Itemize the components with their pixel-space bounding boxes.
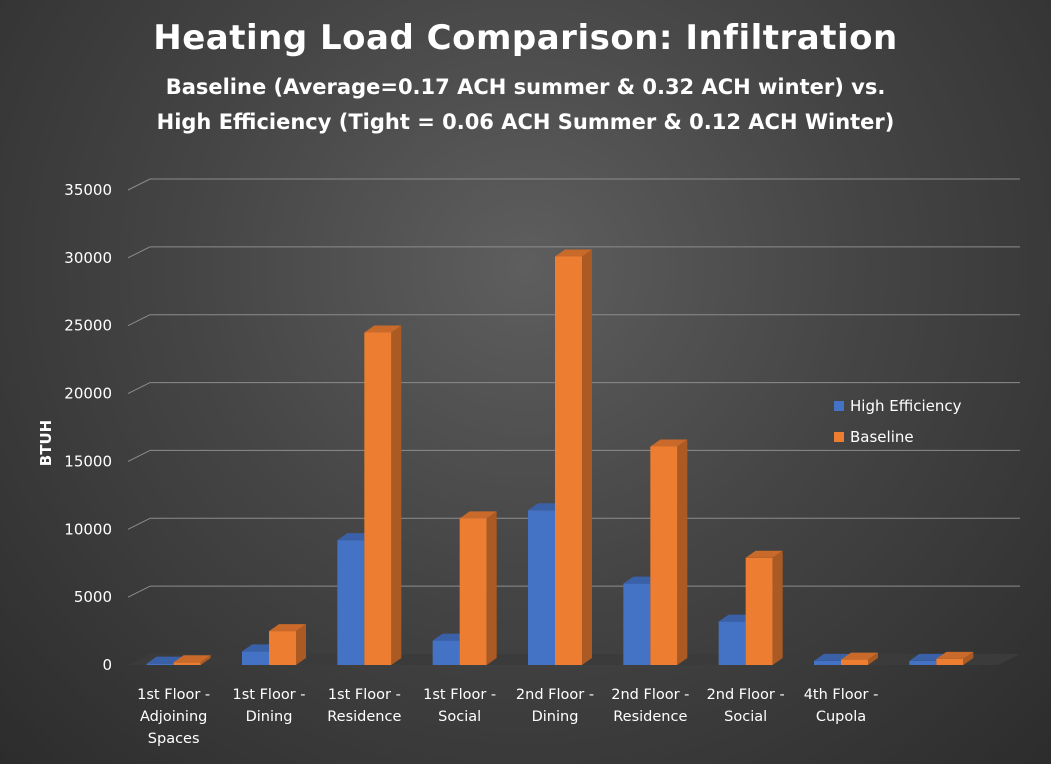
gridline-depth [127,585,151,598]
gridline-depth [127,246,151,259]
bar-top [745,550,783,558]
legend-label-baseline: Baseline [850,427,914,446]
bar-baseline [555,256,582,665]
bar-high-efficiency [814,660,841,665]
gridline-depth [127,178,151,191]
legend-item-high-efficiency: High Efficiency [834,390,962,421]
legend: High Efficiency Baseline [834,390,962,452]
bar-baseline [745,557,773,665]
bar-top [841,652,878,660]
bar-high-efficiency [528,510,555,665]
y-tick-label: 5000 [74,588,112,606]
bar-top [269,624,306,632]
x-tick-label: 4th Floor - Cupola [803,687,879,725]
bar-top [459,511,497,519]
chart-title: Heating Load Comparison: Infiltration [153,18,898,58]
bar-side [582,249,592,665]
gridline-depth [127,517,151,530]
gridline-depth [127,449,151,462]
x-tick-label: 2nd Floor - Residence [611,687,690,725]
bar-top [936,651,974,659]
bar-baseline [364,332,392,665]
x-tick-label: 2nd Floor - Social [706,687,785,725]
legend-item-baseline: Baseline [834,421,962,452]
bar-baseline [936,658,964,665]
y-tick-label: 25000 [64,317,112,335]
y-tick-label: 10000 [64,520,112,538]
x-tick-label: 1st Floor - Adjoining Spaces [137,687,211,747]
bar-high-efficiency [146,663,174,665]
bar-side [391,325,402,665]
bar-high-efficiency [337,540,365,665]
x-tick-label: 2nd Floor - Dining [515,687,595,725]
bar-baseline [841,659,868,665]
gridline-depth [127,382,151,395]
y-tick-label: 15000 [64,452,112,470]
bar-high-efficiency [242,651,269,665]
bar-top [364,325,402,333]
bar-side [486,511,497,665]
subtitle-line-2: High Efficiency (Tight = 0.06 ACH Summer… [156,110,895,134]
x-tick-label: 1st Floor - Residence [327,687,402,725]
x-tick-label: 1st Floor - Social [423,687,497,725]
bar-side [868,652,878,665]
legend-swatch-baseline [834,431,844,442]
subtitle-line-1: Baseline (Average=0.17 ACH summer & 0.32… [165,75,886,99]
y-tick-label: 0 [102,656,112,674]
bar-high-efficiency [909,660,937,665]
bar-side [200,655,211,665]
bar-side [296,624,306,665]
bar-side [963,651,974,665]
bar-side [772,550,783,665]
gridline-depth [127,314,151,327]
bar-side [677,439,688,665]
bar-high-efficiency [623,583,651,665]
bar-baseline [269,631,296,665]
legend-label-high-efficiency: High Efficiency [850,396,962,415]
y-tick-label: 35000 [64,181,112,199]
y-tick-label: 20000 [64,385,112,403]
y-tick-label: 30000 [64,249,112,267]
y-axis-label: BTUH [37,419,55,467]
bar-top [555,249,592,257]
bar-high-efficiency [432,640,460,665]
x-tick-label: 1st Floor - Dining [232,687,306,725]
bar-baseline [459,518,487,665]
bar-baseline [650,446,678,665]
bar-top [650,439,688,447]
bar-high-efficiency [718,621,746,665]
bar-top [173,655,211,663]
chart-subtitle: Baseline (Average=0.17 ACH summer & 0.32… [0,70,1051,140]
bar-baseline [173,662,201,665]
legend-swatch-high-efficiency [834,400,844,411]
